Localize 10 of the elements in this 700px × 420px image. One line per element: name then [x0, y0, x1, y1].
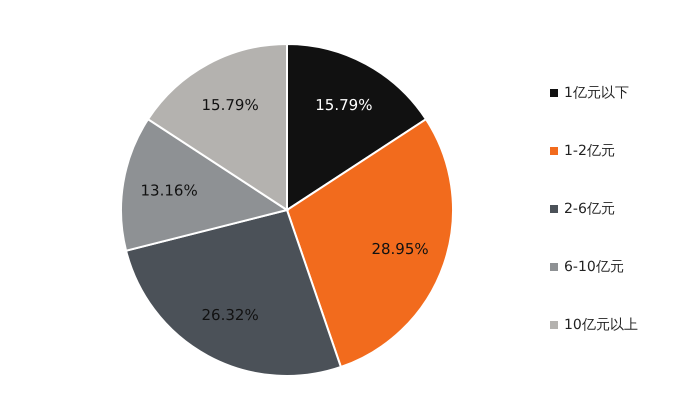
data-label: 26.32% [202, 306, 259, 324]
legend-label: 10亿元以上 [564, 317, 638, 333]
data-label: 13.16% [140, 181, 198, 200]
legend-label: 1亿元以下 [564, 85, 629, 101]
data-label: 15.79% [202, 96, 259, 114]
data-label: 15.79% [315, 96, 372, 114]
data-label: 28.95% [371, 240, 429, 258]
legend-label: 2-6亿元 [564, 201, 615, 217]
legend-label: 6-10亿元 [564, 259, 624, 275]
legend-label: 1-2亿元 [564, 143, 615, 159]
